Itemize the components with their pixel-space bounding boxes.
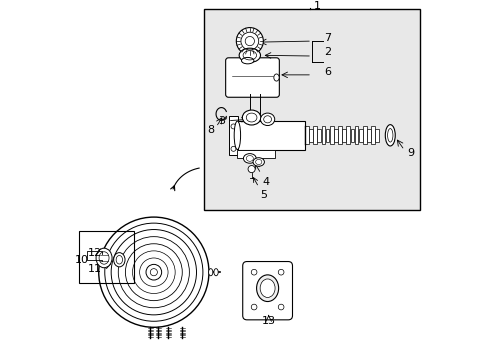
- Bar: [79, 231, 134, 283]
- Ellipse shape: [113, 253, 125, 267]
- Ellipse shape: [385, 125, 394, 146]
- Ellipse shape: [273, 74, 279, 81]
- Text: 9: 9: [406, 148, 413, 158]
- Bar: [333, 129, 337, 142]
- Text: 11: 11: [87, 264, 101, 274]
- Bar: [362, 126, 366, 144]
- Ellipse shape: [96, 248, 112, 268]
- Bar: [346, 126, 349, 144]
- FancyBboxPatch shape: [242, 261, 292, 320]
- Text: 1: 1: [313, 1, 320, 11]
- Ellipse shape: [234, 121, 240, 149]
- Ellipse shape: [252, 158, 264, 166]
- Bar: [237, 121, 305, 149]
- Text: 2: 2: [324, 47, 331, 57]
- Bar: [366, 129, 370, 142]
- Bar: [370, 126, 374, 144]
- Text: 6: 6: [324, 67, 331, 77]
- Ellipse shape: [260, 279, 275, 297]
- Bar: [325, 129, 329, 142]
- Bar: [237, 149, 274, 158]
- Bar: [350, 129, 354, 142]
- Bar: [305, 126, 308, 144]
- Bar: [375, 129, 378, 142]
- Bar: [317, 129, 321, 142]
- Circle shape: [251, 304, 256, 310]
- Bar: [228, 116, 238, 155]
- Bar: [329, 126, 333, 144]
- Circle shape: [230, 146, 236, 151]
- Text: 5: 5: [253, 177, 266, 200]
- Ellipse shape: [260, 113, 274, 126]
- Text: 3: 3: [218, 116, 245, 126]
- Circle shape: [230, 124, 236, 129]
- Bar: [313, 126, 316, 144]
- Circle shape: [146, 264, 162, 280]
- Circle shape: [278, 304, 284, 310]
- Bar: [354, 126, 358, 144]
- Text: 12: 12: [87, 248, 102, 258]
- Bar: [203, 9, 420, 210]
- Bar: [342, 129, 346, 142]
- Ellipse shape: [243, 154, 256, 163]
- Ellipse shape: [242, 110, 260, 125]
- Ellipse shape: [213, 269, 218, 276]
- Bar: [308, 129, 312, 142]
- Circle shape: [278, 269, 284, 275]
- Text: 8: 8: [207, 125, 214, 135]
- Text: 10: 10: [74, 256, 88, 265]
- Ellipse shape: [239, 48, 260, 62]
- Bar: [337, 126, 341, 144]
- Bar: [321, 126, 325, 144]
- Circle shape: [251, 269, 256, 275]
- Ellipse shape: [241, 58, 253, 64]
- Ellipse shape: [256, 275, 278, 302]
- FancyBboxPatch shape: [225, 58, 279, 97]
- Text: 13: 13: [261, 316, 275, 326]
- Text: 7: 7: [324, 33, 331, 43]
- Text: 4: 4: [255, 164, 269, 186]
- Bar: [358, 129, 362, 142]
- Circle shape: [247, 166, 255, 173]
- Ellipse shape: [208, 269, 212, 276]
- Circle shape: [150, 269, 157, 276]
- Circle shape: [236, 28, 263, 55]
